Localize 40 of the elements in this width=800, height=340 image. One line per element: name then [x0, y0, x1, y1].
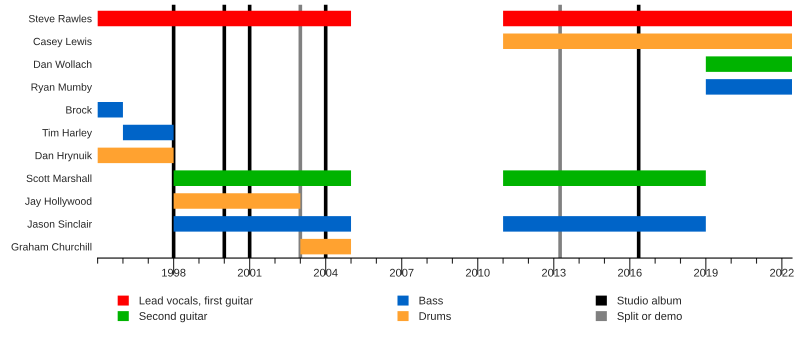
- y-tick-label: Jay Hollywood: [25, 197, 92, 207]
- bar: [98, 102, 123, 118]
- y-tick-label: Tim Harley: [42, 128, 92, 138]
- x-tick-label: 2016: [618, 268, 642, 277]
- x-tick-label: 2007: [390, 268, 414, 277]
- x-tick-label: 2004: [314, 268, 338, 277]
- y-tick-label: Graham Churchill: [12, 242, 92, 251]
- legend-label: Lead vocals, first guitar: [140, 296, 253, 307]
- legend-label: Bass: [420, 296, 443, 304]
- bar: [300, 238, 352, 254]
- y-tick-label: Jason Sinclair: [27, 220, 92, 228]
- bar: [98, 10, 352, 26]
- bar: [503, 10, 792, 26]
- legend-label: Studio album: [617, 296, 681, 304]
- bar: [706, 56, 792, 72]
- x-tick-label: 2019: [694, 268, 718, 277]
- y-tick-label: Brock: [66, 106, 92, 114]
- legend-label: Drums: [420, 312, 451, 320]
- bar: [503, 216, 706, 232]
- bar: [174, 193, 300, 209]
- bar: [174, 216, 352, 232]
- bar: [503, 170, 706, 186]
- bar: [122, 124, 174, 140]
- x-tick-label: 2013: [542, 268, 566, 277]
- y-tick-label: Ryan Mumby: [32, 83, 92, 93]
- y-tick-label: Casey Lewis: [34, 37, 92, 48]
- y-tick-label: Steve Rawles: [28, 14, 92, 22]
- x-tick-label: 2022: [770, 268, 794, 277]
- legend-label: Second guitar: [139, 312, 208, 322]
- y-tick-label: Dan Hrynuik: [36, 152, 92, 162]
- x-tick-label: 2001: [238, 268, 262, 277]
- y-tick-label: Dan Wollach: [34, 60, 92, 68]
- bar: [503, 34, 792, 50]
- legend-label: Split or demo: [617, 312, 682, 322]
- y-tick-label: Scott Marshall: [26, 174, 92, 182]
- x-tick-label: 1998: [162, 268, 186, 277]
- bar: [98, 148, 174, 164]
- bar: [706, 79, 792, 95]
- bar: [174, 170, 352, 186]
- x-tick-label: 2010: [466, 268, 490, 277]
